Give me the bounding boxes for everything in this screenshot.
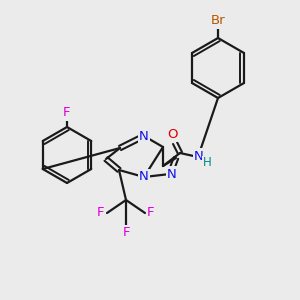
Text: F: F — [97, 206, 105, 220]
Text: N: N — [139, 170, 149, 184]
Text: O: O — [168, 128, 178, 140]
Text: N: N — [194, 149, 204, 163]
Text: N: N — [139, 130, 149, 142]
Text: N: N — [167, 167, 177, 181]
Text: F: F — [122, 226, 130, 239]
Text: H: H — [202, 157, 211, 169]
Text: F: F — [63, 106, 71, 119]
Text: F: F — [147, 206, 155, 220]
Text: Br: Br — [211, 14, 225, 28]
